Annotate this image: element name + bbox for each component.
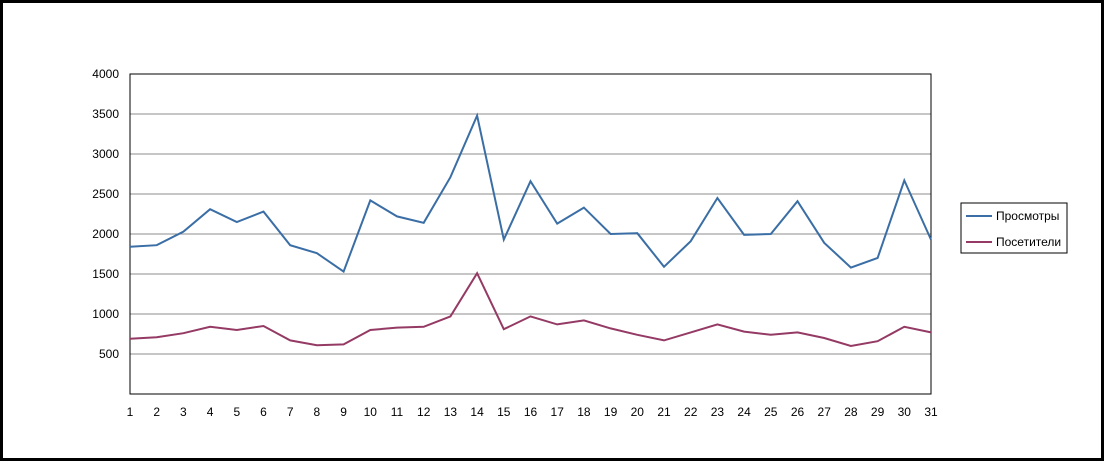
x-tick-label: 15 (497, 405, 511, 419)
x-tick-label: 27 (818, 405, 832, 419)
x-tick-label: 21 (657, 405, 671, 419)
series-line-2 (129, 271, 932, 348)
x-tick-label: 11 (391, 405, 404, 419)
x-tick-label: 9 (340, 405, 347, 419)
x-tick-label: 7 (287, 405, 294, 419)
x-tick-label: 22 (684, 405, 698, 419)
x-tick-label: 2 (153, 405, 160, 419)
gridlines (130, 113, 931, 355)
x-tick-label: 8 (314, 405, 321, 419)
y-axis-ticks: 500 1000 1500 2000 2500 3000 3500 4000 (92, 67, 119, 361)
x-tick-label: 13 (444, 405, 458, 419)
x-tick-label: 10 (364, 405, 378, 419)
x-tick-label: 5 (233, 405, 240, 419)
legend-label: Просмотры (996, 209, 1059, 223)
x-tick-label: 28 (844, 405, 858, 419)
plot-area (129, 73, 932, 395)
y-tick-label: 3500 (92, 107, 119, 121)
x-tick-label: 29 (871, 405, 885, 419)
x-tick-label: 30 (898, 405, 912, 419)
y-tick-label: 1000 (92, 307, 119, 321)
x-tick-label: 3 (180, 405, 187, 419)
legend: Просмотры Посетители (960, 202, 1068, 254)
x-tick-label: 17 (551, 405, 565, 419)
x-tick-label: 1 (127, 405, 134, 419)
x-tick-label: 31 (924, 405, 938, 419)
x-tick-label: 24 (737, 405, 751, 419)
y-tick-label: 500 (99, 347, 119, 361)
x-tick-label: 20 (631, 405, 645, 419)
x-tick-label: 26 (791, 405, 805, 419)
legend-label: Посетители (996, 235, 1061, 249)
x-tick-label: 14 (470, 405, 484, 419)
x-tick-label: 18 (577, 405, 591, 419)
x-tick-label: 23 (711, 405, 725, 419)
x-tick-label: 6 (260, 405, 267, 419)
series-lines (129, 112, 932, 348)
x-tick-label: 19 (604, 405, 618, 419)
legend-box (960, 202, 1068, 254)
x-tick-label: 16 (524, 405, 538, 419)
x-tick-label: 4 (207, 405, 214, 419)
y-tick-label: 2500 (92, 187, 119, 201)
x-tick-label: 12 (417, 405, 431, 419)
x-tick-label: 25 (764, 405, 778, 419)
y-tick-label: 1500 (92, 267, 119, 281)
y-tick-label: 4000 (92, 67, 119, 81)
y-tick-label: 3000 (92, 147, 119, 161)
x-axis-ticks: 1 2 3 4 5 6 7 8 9 10 11 12 13 14 15 16 17 18 19 20 21 22 23 24 2… (127, 405, 938, 419)
series-line-1 (129, 112, 932, 274)
y-tick-label: 2000 (92, 227, 119, 241)
